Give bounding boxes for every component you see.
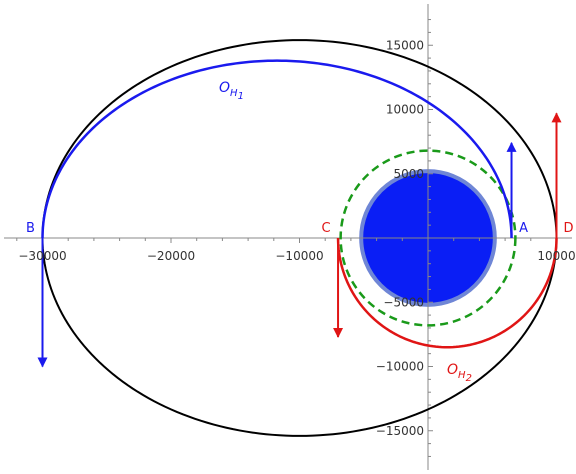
y-tick-label: 10000 (386, 103, 424, 117)
orbit-label-index: 1 (238, 91, 244, 102)
x-tick-label: −10000 (275, 249, 323, 263)
orbit-h2-label: OH2 (447, 362, 472, 384)
point-label-d: D (563, 221, 573, 236)
transfer-orbit-h2 (336, 237, 558, 349)
y-tick-label: 15000 (386, 38, 424, 52)
orbit-label-sub: H (458, 370, 466, 381)
y-tick-label: −15000 (376, 424, 424, 438)
orbit-label-index: 2 (466, 373, 472, 384)
x-tick-label: −30000 (18, 249, 66, 263)
orbit-label-main: O (447, 362, 458, 378)
y-tick-label: −5000 (383, 295, 424, 309)
orbit-label-main: O (219, 80, 230, 96)
transfer-orbit-h1 (41, 59, 513, 239)
orbit-h1-label: OH1 (219, 80, 244, 102)
point-label-a: A (519, 221, 528, 236)
point-label-b: B (26, 221, 35, 236)
x-tick-label: 10000 (537, 249, 575, 263)
orbit-label-sub: H (230, 88, 238, 99)
dashed-circular-orbit (339, 149, 517, 327)
y-tick-label: 5000 (393, 167, 424, 181)
y-tick-label: −10000 (376, 360, 424, 374)
point-label-c: C (322, 221, 331, 236)
x-tick-label: −20000 (147, 249, 195, 263)
